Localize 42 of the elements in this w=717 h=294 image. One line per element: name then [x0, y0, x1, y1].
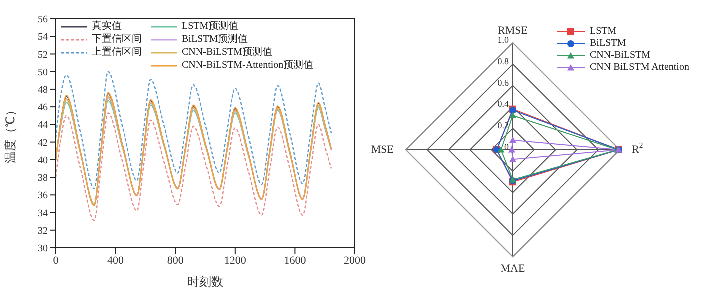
y-tick-label: 46 [38, 102, 48, 114]
y-tick-label: 34 [38, 208, 48, 220]
x-tick-label: 400 [108, 254, 125, 267]
legend-label: LSTM预测值 [182, 20, 239, 33]
legend-label: 下置信区间 [92, 33, 142, 46]
y-tick-label: 30 [38, 244, 48, 255]
y-tick-label: 54 [38, 32, 48, 44]
y-tick-label: 42 [38, 138, 48, 149]
x-tick-label: 1200 [224, 254, 247, 267]
y-tick-label: 0.4 [498, 99, 510, 110]
y-tick-label: 0.6 [498, 78, 510, 88]
y-tick-label: 40 [38, 155, 48, 166]
legend-label: CNN-BiLSTM [590, 50, 651, 62]
y-tick-label: 44 [38, 120, 48, 132]
y-tick-label: 0.8 [498, 56, 510, 66]
legend-label: CNN-BiLSTM-Attention预测值 [182, 59, 314, 72]
x-axis-title: 时刻数 [188, 275, 224, 289]
y-tick-label: 52 [38, 50, 48, 61]
legend-label: CNN BiLSTM Attention [590, 62, 690, 74]
y-tick-label: 38 [38, 173, 48, 184]
spoke-label: R$^{2}$ [632, 141, 644, 156]
y-axis-title: 温度（℃） [3, 104, 18, 164]
legend-label: 上置信区间 [92, 46, 142, 59]
y-tick-label: 1.0 [498, 35, 510, 45]
y-tick-label: 36 [38, 190, 48, 202]
x-tick-label: 0 [53, 254, 60, 267]
x-tick-label: 1600 [284, 254, 307, 267]
legend-label: BiLSTM预测值 [182, 33, 248, 46]
spoke-label: MSE [371, 144, 394, 156]
spoke-label: MAE [500, 263, 526, 275]
legend-label: LSTM [590, 26, 617, 38]
spoke-label: RMSE [498, 25, 528, 37]
x-tick-label: 800 [167, 254, 184, 267]
legend-label: 真实值 [92, 20, 122, 33]
legend-label: BiLSTM [590, 38, 626, 50]
y-tick-label: 48 [38, 85, 48, 96]
y-tick-label: 56 [38, 14, 48, 26]
x-tick-label: 2000 [344, 254, 366, 267]
y-tick-label: 32 [38, 226, 48, 237]
y-tick-label: 50 [38, 67, 48, 78]
legend-label: CNN-BiLSTM预测值 [182, 46, 273, 59]
y-tick-label: 0 [504, 142, 510, 152]
